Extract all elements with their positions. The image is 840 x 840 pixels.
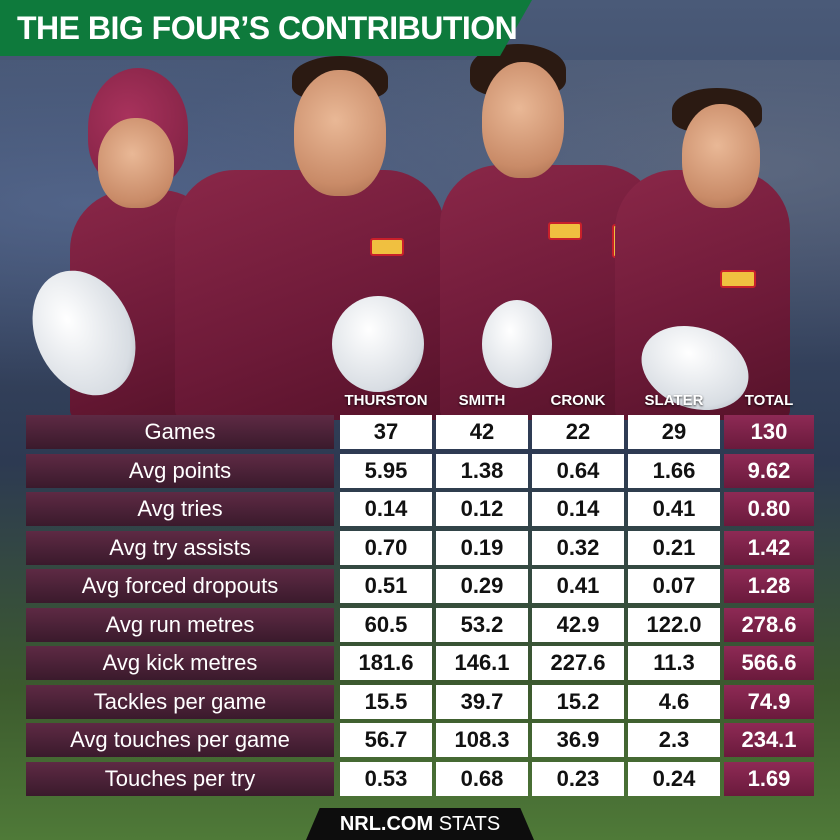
stat-cell-total: 9.62 [724, 454, 814, 488]
stat-cell-cronk: 36.9 [532, 723, 624, 757]
page-title: THE BIG FOUR’S CONTRIBUTION [17, 10, 518, 46]
stat-cell-total: 566.6 [724, 646, 814, 680]
row-label: Avg tries [26, 492, 334, 526]
stat-cell-total: 74.9 [724, 685, 814, 719]
stat-cell-smith: 0.29 [436, 569, 528, 603]
stat-cell-slater: 0.41 [628, 492, 720, 526]
stat-cell-smith: 39.7 [436, 685, 528, 719]
footer-suffix: STATS [438, 813, 501, 835]
stat-cell-thurston: 0.14 [340, 492, 432, 526]
stat-cell-total: 1.42 [724, 531, 814, 565]
stat-cell-thurston: 0.51 [340, 569, 432, 603]
title-banner [0, 0, 532, 56]
stat-cell-smith: 42 [436, 415, 528, 449]
footer-brand: NRL.COM STATS [306, 813, 534, 836]
stat-cell-thurston: 37 [340, 415, 432, 449]
stat-cell-smith: 0.12 [436, 492, 528, 526]
stat-cell-slater: 122.0 [628, 608, 720, 642]
stat-cell-cronk: 0.32 [532, 531, 624, 565]
row-label: Touches per try [26, 762, 334, 796]
stat-cell-smith: 0.19 [436, 531, 528, 565]
row-label: Avg kick metres [26, 646, 334, 680]
stat-cell-slater: 11.3 [628, 646, 720, 680]
stat-cell-thurston: 0.70 [340, 531, 432, 565]
stat-cell-cronk: 0.64 [532, 454, 624, 488]
stat-cell-thurston: 60.5 [340, 608, 432, 642]
stat-cell-thurston: 181.6 [340, 646, 432, 680]
stat-cell-thurston: 56.7 [340, 723, 432, 757]
stat-cell-thurston: 0.53 [340, 762, 432, 796]
stat-cell-thurston: 15.5 [340, 685, 432, 719]
column-header-thurston: THURSTON [344, 392, 428, 409]
stat-cell-slater: 0.24 [628, 762, 720, 796]
stat-cell-cronk: 227.6 [532, 646, 624, 680]
row-label: Tackles per game [26, 685, 334, 719]
stat-cell-smith: 0.68 [436, 762, 528, 796]
stat-cell-slater: 0.07 [628, 569, 720, 603]
stat-cell-cronk: 0.23 [532, 762, 624, 796]
stat-cell-cronk: 0.41 [532, 569, 624, 603]
row-label: Avg run metres [26, 608, 334, 642]
stat-cell-slater: 4.6 [628, 685, 720, 719]
column-header-slater: SLATER [644, 392, 704, 409]
stat-cell-cronk: 0.14 [532, 492, 624, 526]
row-label: Avg points [26, 454, 334, 488]
stat-cell-smith: 146.1 [436, 646, 528, 680]
stat-cell-slater: 2.3 [628, 723, 720, 757]
stat-cell-slater: 0.21 [628, 531, 720, 565]
stat-cell-cronk: 15.2 [532, 685, 624, 719]
stat-cell-smith: 1.38 [436, 454, 528, 488]
footer-brand-name: NRL.COM [339, 813, 434, 835]
stat-cell-total: 130 [724, 415, 814, 449]
stat-cell-cronk: 22 [532, 415, 624, 449]
row-label: Avg try assists [26, 531, 334, 565]
stat-cell-smith: 53.2 [436, 608, 528, 642]
stat-cell-total: 1.28 [724, 569, 814, 603]
stat-cell-cronk: 42.9 [532, 608, 624, 642]
stat-cell-slater: 29 [628, 415, 720, 449]
stat-cell-smith: 108.3 [436, 723, 528, 757]
stat-cell-total: 234.1 [724, 723, 814, 757]
column-header-cronk: CRONK [550, 392, 606, 409]
footer-banner: NRL.COM STATS [306, 808, 534, 840]
column-header-smith: SMITH [458, 392, 506, 409]
stat-cell-thurston: 5.95 [340, 454, 432, 488]
row-label: Games [26, 415, 334, 449]
stat-cell-total: 1.69 [724, 762, 814, 796]
row-label: Avg touches per game [26, 723, 334, 757]
stat-cell-total: 0.80 [724, 492, 814, 526]
row-label: Avg forced dropouts [26, 569, 334, 603]
stat-cell-slater: 1.66 [628, 454, 720, 488]
stat-cell-total: 278.6 [724, 608, 814, 642]
column-header-total: TOTAL [744, 392, 794, 409]
